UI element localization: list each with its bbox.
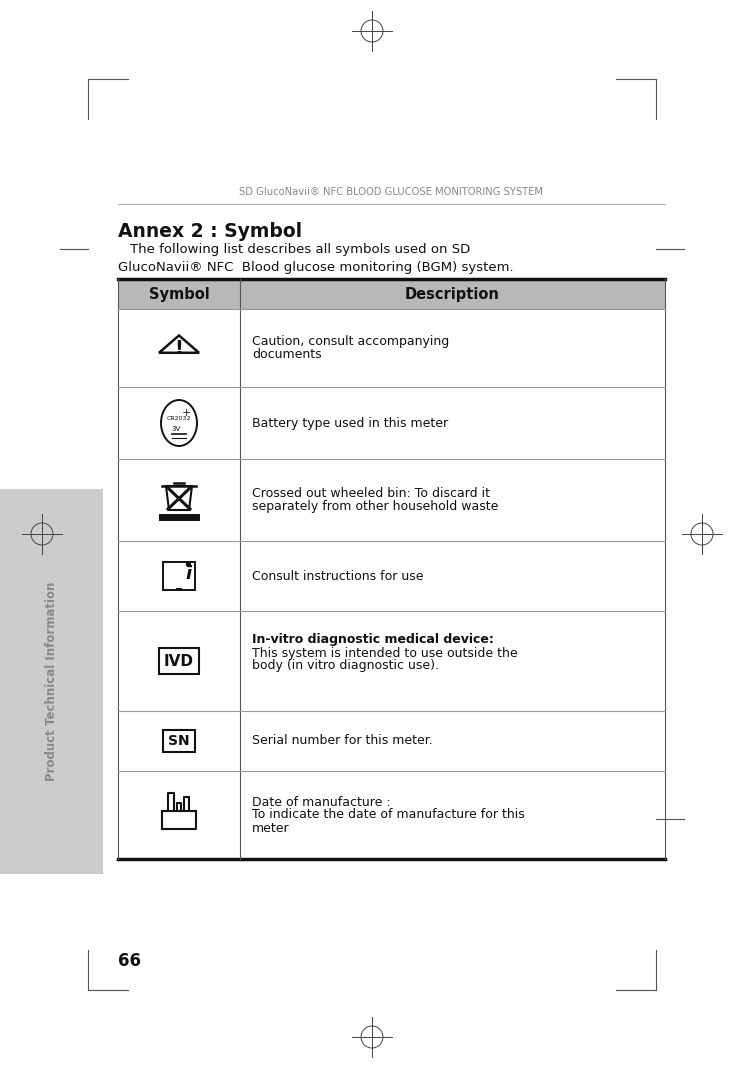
Text: SN: SN bbox=[168, 734, 190, 748]
Text: Product Technical Information: Product Technical Information bbox=[45, 582, 58, 781]
Text: Consult instructions for use: Consult instructions for use bbox=[252, 570, 423, 583]
Text: meter: meter bbox=[252, 821, 289, 835]
Text: Battery type used in this meter: Battery type used in this meter bbox=[252, 417, 448, 430]
Text: This system is intended to use outside the: This system is intended to use outside t… bbox=[252, 647, 518, 660]
Text: Crossed out wheeled bin: To discard it: Crossed out wheeled bin: To discard it bbox=[252, 487, 490, 500]
Text: In-vitro diagnostic medical device:: In-vitro diagnostic medical device: bbox=[252, 633, 494, 646]
Text: IVD: IVD bbox=[164, 653, 194, 668]
Text: Serial number for this meter.: Serial number for this meter. bbox=[252, 734, 433, 747]
Text: Date of manufacture :: Date of manufacture : bbox=[252, 795, 391, 808]
Text: body (in vitro diagnostic use).: body (in vitro diagnostic use). bbox=[252, 660, 439, 672]
Text: The following list describes all symbols used on SD: The following list describes all symbols… bbox=[130, 243, 470, 255]
Text: To indicate the date of manufacture for this: To indicate the date of manufacture for … bbox=[252, 808, 525, 821]
Text: 66: 66 bbox=[118, 952, 141, 970]
Text: SD GlucoNavii® NFC BLOOD GLUCOSE MONITORING SYSTEM: SD GlucoNavii® NFC BLOOD GLUCOSE MONITOR… bbox=[239, 187, 543, 197]
Text: Annex 2 : Symbol: Annex 2 : Symbol bbox=[118, 222, 302, 241]
Text: Symbol: Symbol bbox=[149, 286, 209, 301]
Text: documents: documents bbox=[252, 348, 321, 361]
Text: 3V: 3V bbox=[171, 427, 181, 432]
Bar bbox=[118, 279, 665, 309]
Text: GlucoNavii® NFC  Blood glucose monitoring (BGM) system.: GlucoNavii® NFC Blood glucose monitoring… bbox=[118, 261, 513, 274]
Text: +: + bbox=[182, 408, 190, 418]
Text: separately from other household waste: separately from other household waste bbox=[252, 500, 498, 513]
Text: Description: Description bbox=[405, 286, 500, 301]
Text: Caution, consult accompanying: Caution, consult accompanying bbox=[252, 335, 449, 348]
Bar bbox=[0, 489, 103, 874]
Text: !: ! bbox=[175, 340, 184, 358]
Text: CR2032: CR2032 bbox=[167, 417, 191, 421]
Text: i: i bbox=[185, 566, 191, 583]
